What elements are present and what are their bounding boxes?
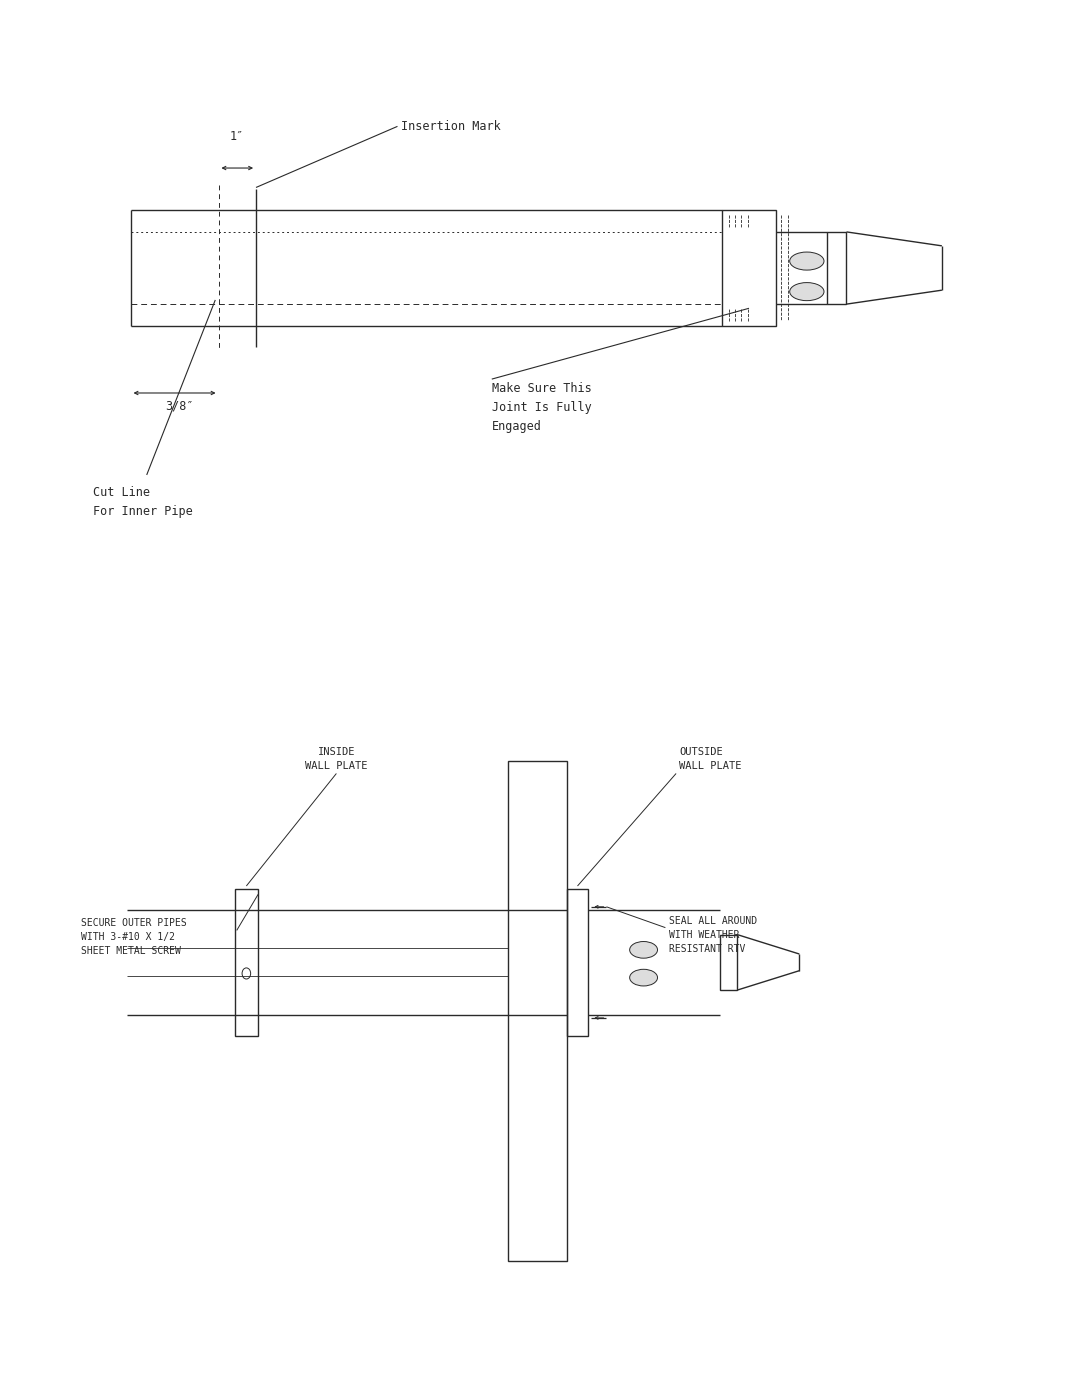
Bar <box>827 232 847 305</box>
Ellipse shape <box>789 251 824 270</box>
Bar <box>234 888 258 1037</box>
Text: 1″: 1″ <box>230 130 244 142</box>
Ellipse shape <box>789 282 824 300</box>
Text: INSIDE
WALL PLATE: INSIDE WALL PLATE <box>306 747 367 771</box>
Text: Insertion Mark: Insertion Mark <box>401 120 500 133</box>
Bar <box>508 761 567 1261</box>
Text: SEAL ALL AROUND
WITH WEATHER
RESISTANT RTV: SEAL ALL AROUND WITH WEATHER RESISTANT R… <box>669 915 757 954</box>
Bar <box>567 888 589 1037</box>
Text: OUTSIDE
WALL PLATE: OUTSIDE WALL PLATE <box>679 747 742 771</box>
Text: 3/8″: 3/8″ <box>165 400 194 414</box>
Bar <box>723 210 775 327</box>
Text: Cut Line
For Inner Pipe: Cut Line For Inner Pipe <box>93 486 193 518</box>
Text: SECURE OUTER PIPES
WITH 3-#10 X 1/2
SHEET METAL SCREW: SECURE OUTER PIPES WITH 3-#10 X 1/2 SHEE… <box>81 918 187 957</box>
Ellipse shape <box>630 942 658 958</box>
Text: Make Sure This
Joint Is Fully
Engaged: Make Sure This Joint Is Fully Engaged <box>491 381 592 433</box>
Ellipse shape <box>630 970 658 986</box>
Bar <box>720 935 738 990</box>
